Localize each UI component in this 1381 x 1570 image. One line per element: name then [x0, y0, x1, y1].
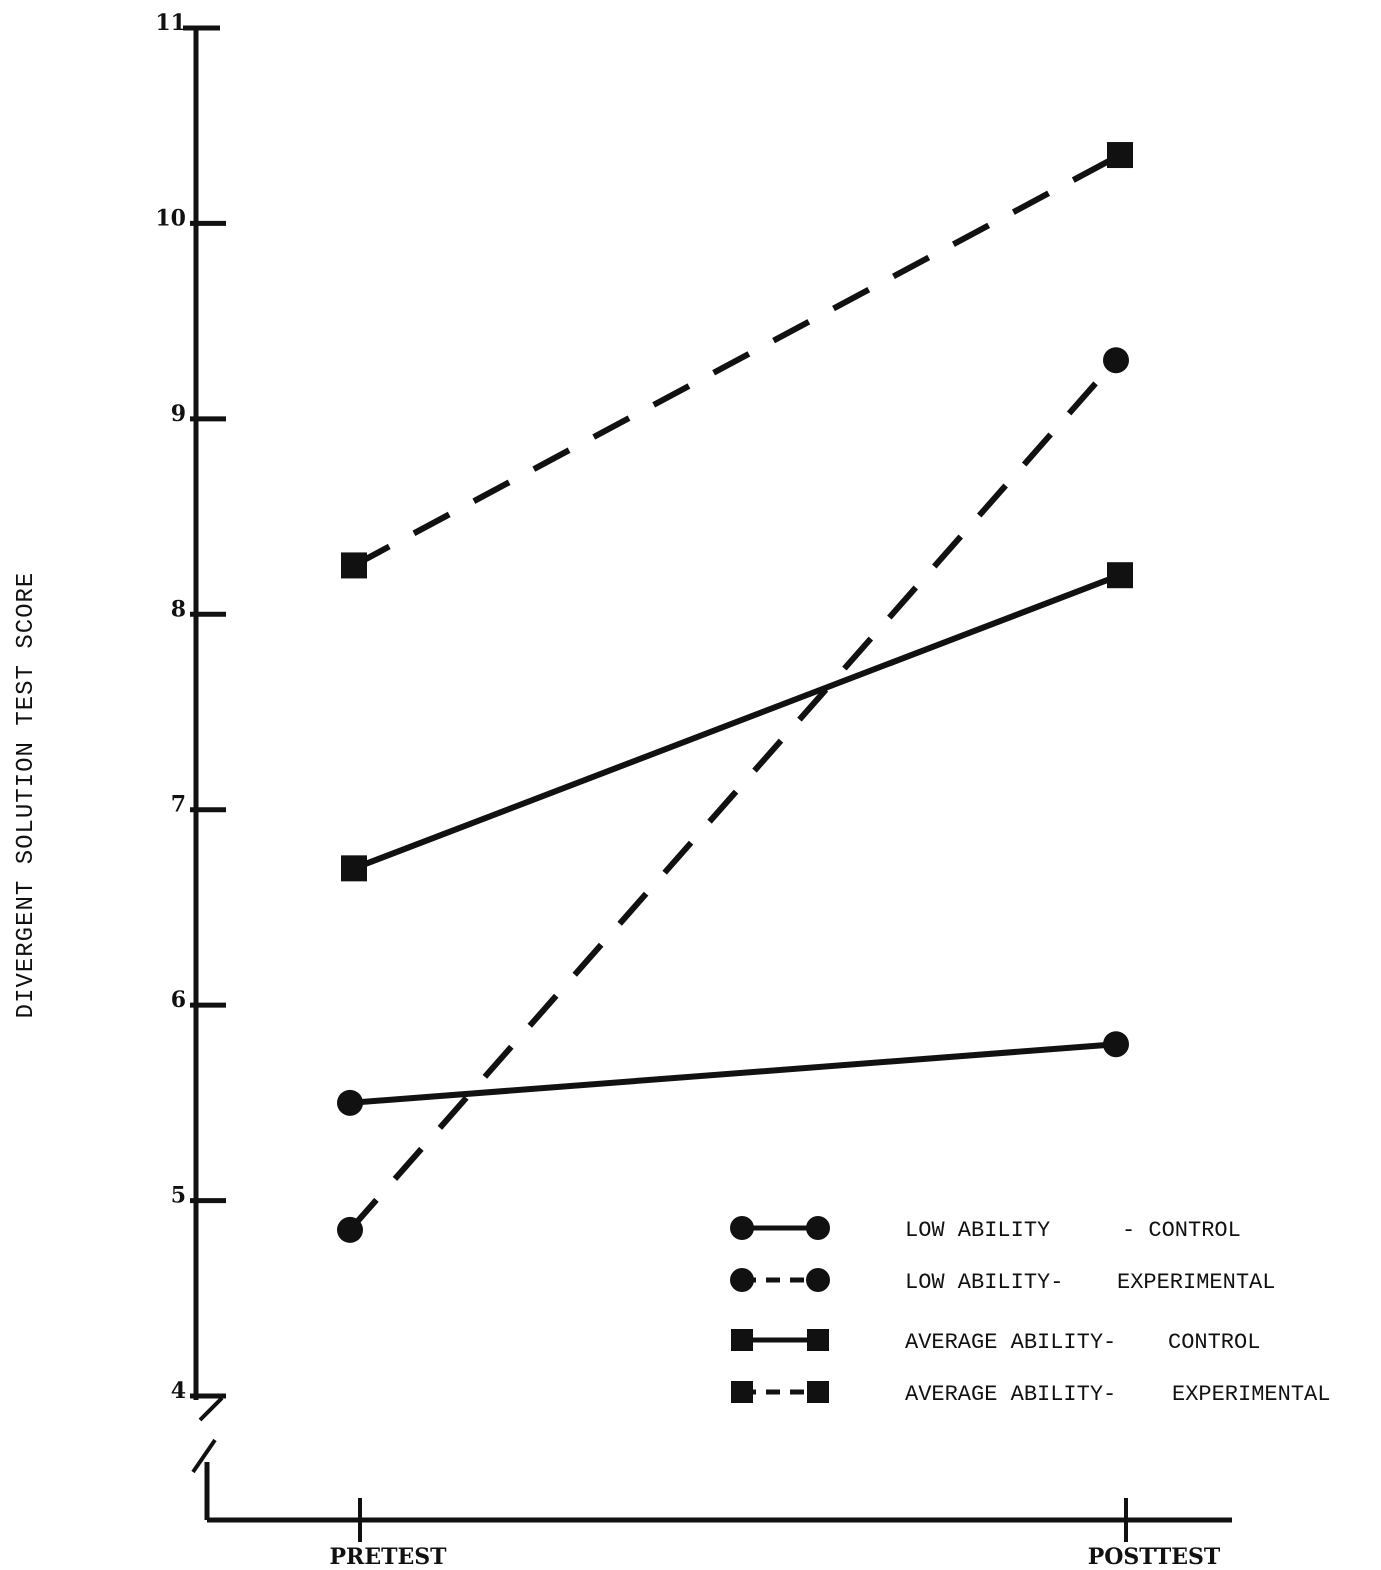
x-tick-label: PRETEST — [330, 1544, 448, 1570]
legend-label: LOW ABILITY — [905, 1218, 1050, 1243]
series-line — [352, 152, 1122, 569]
legend-item: AVERAGE ABILITY- EXPERIMENTAL — [731, 1381, 1330, 1407]
legend-marker — [731, 1329, 753, 1351]
series-4 — [341, 142, 1133, 579]
legend-label: LOW ABILITY- — [905, 1270, 1063, 1295]
y-axis — [183, 25, 220, 1400]
data-point — [337, 1216, 363, 1243]
legend-marker — [730, 1216, 754, 1240]
series-3 — [341, 562, 1133, 882]
legend-item: LOW ABILITY - CONTROL — [730, 1216, 1241, 1243]
legend-item: LOW ABILITY- EXPERIMENTAL — [730, 1268, 1275, 1295]
series-line — [352, 572, 1122, 872]
legend-marker — [731, 1381, 753, 1403]
x-tick-label: POSTTEST — [1088, 1544, 1221, 1570]
series-1 — [337, 1031, 1129, 1116]
series-line — [349, 1041, 1117, 1106]
data-point — [341, 855, 367, 882]
legend: LOW ABILITY - CONTROL LOW ABILITY- EXPERIME… — [730, 1216, 1330, 1407]
y-ticks: 4 5 6 7 8 9 10 11 — [155, 10, 226, 1404]
data-point — [1107, 562, 1133, 589]
legend-label: CONTROL — [1168, 1330, 1260, 1355]
x-ticks: PRETEST POSTTEST — [330, 1498, 1221, 1570]
y-tick-label: 6 — [171, 987, 186, 1013]
y-tick-label: 7 — [171, 792, 186, 818]
y-tick-label: 5 — [171, 1183, 186, 1209]
legend-marker — [807, 1329, 829, 1351]
legend-marker — [730, 1268, 754, 1292]
legend-label: EXPERIMENTAL — [1172, 1382, 1330, 1407]
series-2 — [337, 347, 1129, 1243]
series-line — [347, 358, 1119, 1232]
data-point — [341, 552, 367, 579]
legend-label: AVERAGE ABILITY- — [905, 1330, 1116, 1355]
series-layer — [337, 142, 1133, 1243]
legend-marker — [806, 1268, 830, 1292]
legend-label: AVERAGE ABILITY- — [905, 1382, 1116, 1407]
data-point — [1107, 142, 1133, 169]
y-tick-label: 9 — [171, 401, 186, 427]
data-point — [1103, 1031, 1129, 1058]
legend-item: AVERAGE ABILITY- CONTROL — [731, 1329, 1260, 1355]
data-point — [1103, 347, 1129, 374]
y-tick-label: 8 — [171, 596, 186, 622]
legend-label: EXPERIMENTAL — [1117, 1270, 1275, 1295]
y-tick-label: 4 — [171, 1378, 186, 1404]
y-tick-label: 11 — [155, 10, 186, 36]
y-axis-label: DIVERGENT SOLUTION TEST SCORE — [13, 572, 40, 1019]
y-tick-label: 10 — [155, 205, 186, 231]
legend-marker — [807, 1381, 829, 1403]
axis-break — [191, 1396, 224, 1520]
legend-marker — [806, 1216, 830, 1240]
data-point — [337, 1089, 363, 1116]
legend-label: - CONTROL — [1122, 1218, 1241, 1243]
